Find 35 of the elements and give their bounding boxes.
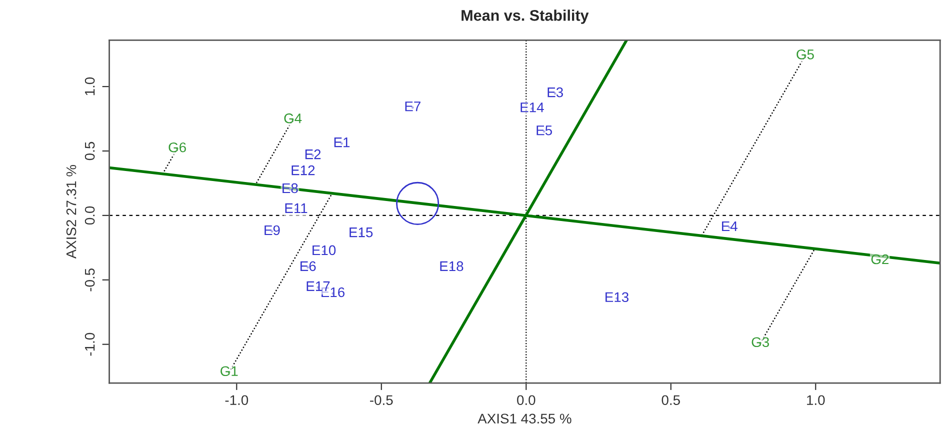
data-label: E5 xyxy=(536,126,552,136)
y-tick-label: -1.0 xyxy=(84,332,95,356)
chart-title: Mean vs. Stability xyxy=(462,10,589,24)
data-label: E3 xyxy=(548,87,563,98)
x-tick-label: 0.5 xyxy=(662,395,680,406)
data-label: E2 xyxy=(305,149,321,160)
data-label: E6 xyxy=(300,261,316,272)
y-tick-label: 0.5 xyxy=(84,142,95,160)
data-label: G4 xyxy=(284,113,302,124)
x-tick-label: 1.0 xyxy=(807,395,825,406)
data-label: E9 xyxy=(264,225,280,236)
data-label: E4 xyxy=(722,221,738,232)
data-label: G6 xyxy=(168,142,186,152)
data-label: E15 xyxy=(350,228,373,238)
x-tick-label: -0.5 xyxy=(370,395,393,406)
data-label: E8 xyxy=(282,183,298,194)
data-label: E1 xyxy=(334,138,350,148)
y-tick-label: -0.5 xyxy=(84,268,95,292)
y-axis-title: AXIS2 27.31 % xyxy=(66,164,76,259)
data-label: E10 xyxy=(312,245,336,256)
y-tick-label: 0.0 xyxy=(84,206,95,225)
data-label: G3 xyxy=(752,337,769,348)
data-label: E11 xyxy=(285,203,308,213)
data-label: E7 xyxy=(405,102,420,112)
data-label: G2 xyxy=(871,254,888,264)
data-label: E14 xyxy=(520,102,544,112)
x-tick-label: -1.0 xyxy=(225,395,248,406)
data-label: E12 xyxy=(292,165,315,176)
data-label: G1 xyxy=(220,366,238,376)
x-tick-label: 0.0 xyxy=(517,395,536,406)
y-tick-label: 1.0 xyxy=(84,77,95,96)
data-label: E18 xyxy=(440,261,464,272)
x-axis-title: AXIS1 43.55 % xyxy=(478,414,572,424)
data-label: E13 xyxy=(606,292,628,302)
data-label: G5 xyxy=(796,50,814,60)
